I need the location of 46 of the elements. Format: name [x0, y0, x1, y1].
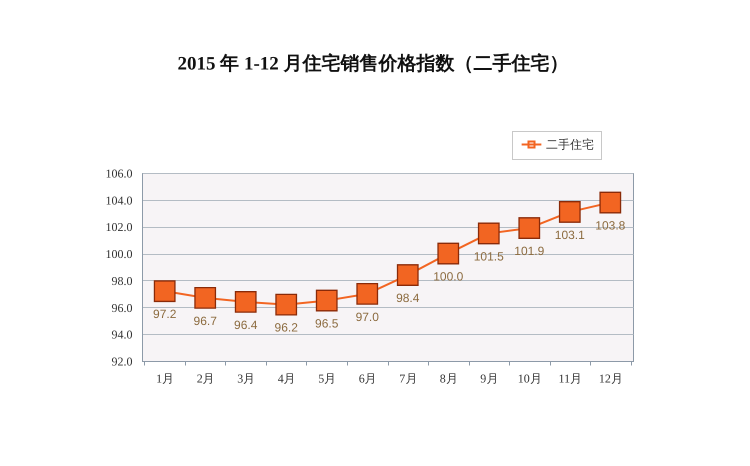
x-tick-label: 9月 [480, 372, 498, 386]
data-label: 96.2 [274, 320, 298, 335]
data-label: 96.5 [315, 316, 339, 331]
point [478, 222, 500, 244]
x-tick-label: 8月 [440, 372, 458, 386]
y-tick-label: 102.0 [106, 220, 132, 234]
data-label: 96.7 [194, 314, 218, 328]
data-label: 97.2 [153, 307, 177, 322]
x-tick-label: 6月 [358, 372, 377, 386]
point [396, 264, 419, 286]
data-label: 103.8 [595, 218, 626, 233]
point [194, 286, 216, 309]
point [437, 242, 460, 264]
point [356, 282, 378, 305]
data-label: 97.0 [356, 310, 380, 324]
legend-label: 二手住宅 [546, 138, 594, 152]
data-label: 96.4 [234, 318, 258, 332]
x-tick-label: 1月 [156, 372, 174, 386]
x-tick-label: 7月 [399, 372, 418, 386]
y-tick-label: 92.0 [112, 354, 132, 368]
x-tick-label: 10月 [518, 372, 542, 386]
data-label: 100.0 [433, 270, 464, 284]
data-label: 101.5 [474, 249, 504, 264]
x-tick-label: 12月 [598, 372, 623, 386]
point [234, 291, 257, 313]
x-tick-label: 2月 [196, 372, 215, 386]
x-tick-label: 5月 [318, 372, 336, 386]
y-tick-label: 96.0 [112, 300, 132, 315]
x-tick-label: 4月 [278, 372, 296, 386]
y-tick-label: 94.0 [112, 328, 132, 342]
point [316, 290, 338, 312]
chart-title: 2015 年 1-12 月住宅销售价格指数（二手住宅） [177, 52, 569, 74]
point [518, 217, 540, 239]
x-tick-label: 3月 [237, 372, 256, 386]
data-label: 101.9 [514, 244, 545, 258]
x-tick-label: 11月 [558, 372, 582, 386]
data-label: 98.4 [396, 291, 420, 306]
y-tick-label: 98.0 [112, 274, 132, 288]
point [154, 280, 176, 302]
y-tick-label: 104.0 [106, 193, 132, 208]
data-label: 103.1 [554, 228, 586, 242]
y-tick-label: 100.0 [106, 247, 132, 262]
point [599, 192, 622, 214]
point [558, 201, 581, 223]
point [275, 294, 298, 316]
y-tick-label: 106.0 [106, 166, 132, 180]
